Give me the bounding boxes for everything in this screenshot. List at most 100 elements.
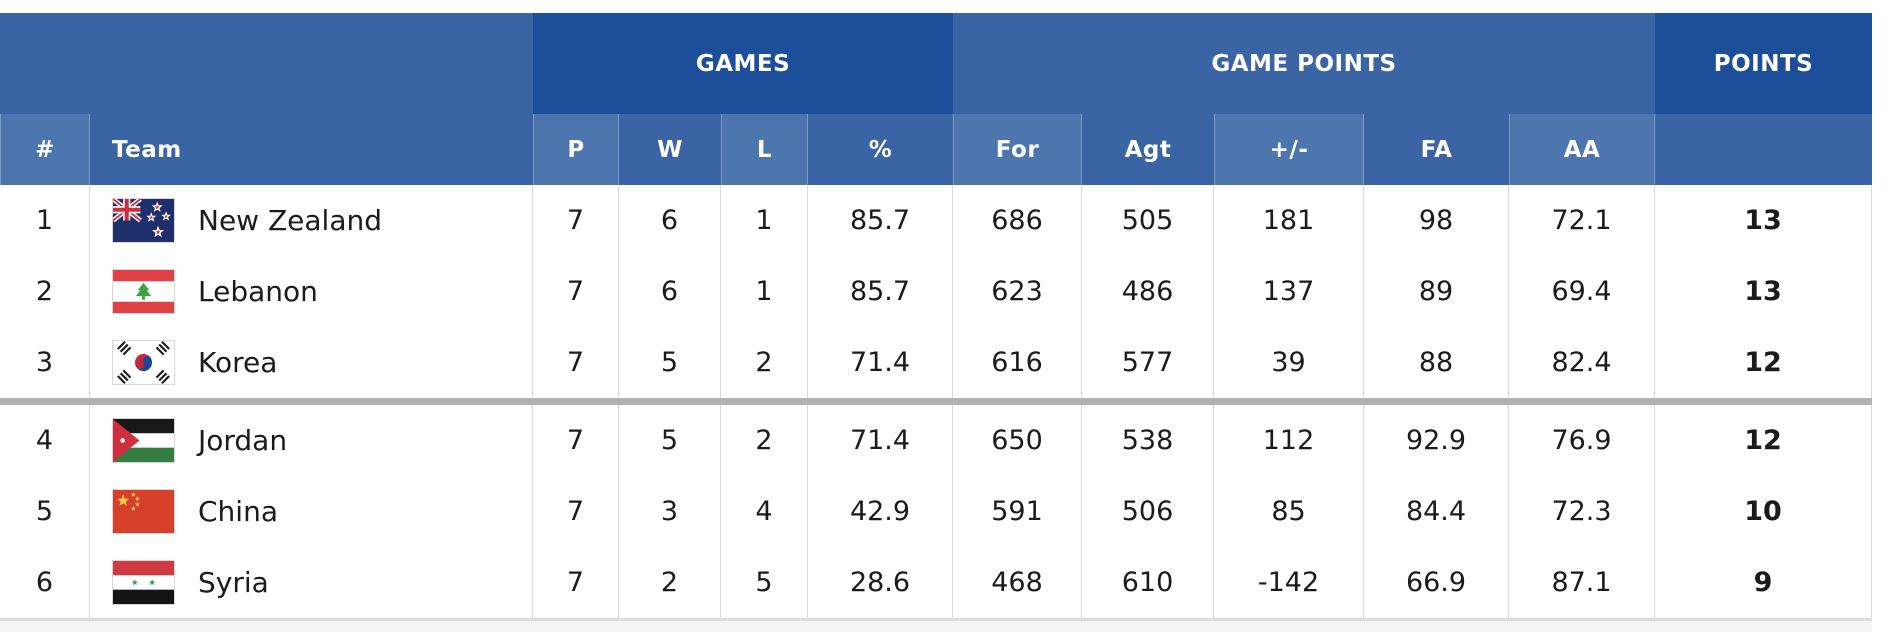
team-name: Syria <box>198 566 269 599</box>
syria-flag-icon <box>112 560 175 605</box>
column-header-points-spacer <box>1655 114 1872 185</box>
cell-lost: 1 <box>721 185 808 256</box>
team-name: Korea <box>198 346 278 379</box>
column-header-fa: FA <box>1364 114 1509 185</box>
cell-for: 591 <box>953 476 1082 547</box>
cell-points: 10 <box>1655 476 1872 547</box>
cell-team[interactable]: New Zealand <box>90 185 533 256</box>
cell-agt: 577 <box>1082 327 1214 398</box>
new-zealand-flag-icon <box>112 198 175 243</box>
cell-diff: -142 <box>1214 547 1364 618</box>
cell-for: 650 <box>953 405 1082 476</box>
table-row: 3 Korea 7 5 2 <box>0 327 1872 398</box>
cell-diff: 112 <box>1214 405 1364 476</box>
team-name: China <box>198 495 278 528</box>
cell-pct: 85.7 <box>808 185 953 256</box>
cell-points: 13 <box>1655 256 1872 327</box>
cell-rank: 6 <box>0 547 90 618</box>
group-header-game-points: GAME POINTS <box>953 13 1655 114</box>
table-row: 4 Jordan 7 5 2 71.4 650 538 112 92.9 76.… <box>0 405 1872 476</box>
cell-won: 2 <box>619 547 721 618</box>
cell-pct: 71.4 <box>808 327 953 398</box>
team-name: Jordan <box>198 424 288 457</box>
table-row: 5 China 7 3 4 42.9 591 506 85 84.4 72.3 <box>0 476 1872 547</box>
cell-won: 6 <box>619 256 721 327</box>
cell-for: 686 <box>953 185 1082 256</box>
qualification-divider <box>0 398 1872 405</box>
cell-team[interactable]: Jordan <box>90 405 533 476</box>
cell-pct: 71.4 <box>808 405 953 476</box>
cell-won: 6 <box>619 185 721 256</box>
column-header-pct: % <box>808 114 953 185</box>
cell-team[interactable]: Syria <box>90 547 533 618</box>
cell-for: 623 <box>953 256 1082 327</box>
cell-rank: 4 <box>0 405 90 476</box>
column-header-rank: # <box>0 114 90 185</box>
jordan-flag-icon <box>112 418 175 463</box>
column-header-lost: L <box>721 114 808 185</box>
column-header-agt: Agt <box>1082 114 1214 185</box>
cell-rank: 5 <box>0 476 90 547</box>
group-header-spacer <box>0 13 533 114</box>
cell-played: 7 <box>533 405 619 476</box>
cell-for: 616 <box>953 327 1082 398</box>
cell-team[interactable]: Lebanon <box>90 256 533 327</box>
column-header-aa: AA <box>1509 114 1655 185</box>
cell-won: 3 <box>619 476 721 547</box>
cell-fa: 88 <box>1364 327 1509 398</box>
cell-agt: 505 <box>1082 185 1214 256</box>
table-row: 1 New Zealand 7 6 <box>0 185 1872 256</box>
cell-aa: 82.4 <box>1509 327 1655 398</box>
cell-played: 7 <box>533 327 619 398</box>
cell-rank: 1 <box>0 185 90 256</box>
cell-points: 13 <box>1655 185 1872 256</box>
cell-points: 9 <box>1655 547 1872 618</box>
cell-fa: 92.9 <box>1364 405 1509 476</box>
cell-lost: 5 <box>721 547 808 618</box>
cell-agt: 486 <box>1082 256 1214 327</box>
cell-lost: 2 <box>721 405 808 476</box>
cell-team[interactable]: Korea <box>90 327 533 398</box>
cell-points: 12 <box>1655 405 1872 476</box>
cell-played: 7 <box>533 547 619 618</box>
cell-lost: 2 <box>721 327 808 398</box>
group-header-points: POINTS <box>1655 13 1872 114</box>
cell-diff: 137 <box>1214 256 1364 327</box>
cell-fa: 89 <box>1364 256 1509 327</box>
cell-rank: 2 <box>0 256 90 327</box>
cell-diff: 85 <box>1214 476 1364 547</box>
column-header-played: P <box>533 114 619 185</box>
cell-pct: 28.6 <box>808 547 953 618</box>
column-header-row: # Team P W L % For Agt +/- FA AA <box>0 114 1872 185</box>
column-header-diff: +/- <box>1214 114 1364 185</box>
column-header-for: For <box>953 114 1082 185</box>
group-header-games: GAMES <box>533 13 953 114</box>
cell-won: 5 <box>619 327 721 398</box>
korea-flag-icon <box>112 340 175 385</box>
cell-points: 12 <box>1655 327 1872 398</box>
cell-lost: 4 <box>721 476 808 547</box>
cell-aa: 87.1 <box>1509 547 1655 618</box>
table-bottom-strip <box>0 618 1872 632</box>
cell-agt: 506 <box>1082 476 1214 547</box>
cell-aa: 72.1 <box>1509 185 1655 256</box>
column-header-team: Team <box>90 114 533 185</box>
standings-table: GAMES GAME POINTS POINTS # Team P W L % … <box>0 13 1872 632</box>
column-header-won: W <box>619 114 721 185</box>
cell-aa: 76.9 <box>1509 405 1655 476</box>
cell-played: 7 <box>533 476 619 547</box>
cell-aa: 72.3 <box>1509 476 1655 547</box>
cell-agt: 538 <box>1082 405 1214 476</box>
lebanon-flag-icon <box>112 269 175 314</box>
cell-fa: 98 <box>1364 185 1509 256</box>
cell-pct: 85.7 <box>808 256 953 327</box>
cell-diff: 181 <box>1214 185 1364 256</box>
table-row: 2 Lebanon 7 6 1 85.7 623 486 137 89 69.4… <box>0 256 1872 327</box>
cell-won: 5 <box>619 405 721 476</box>
cell-pct: 42.9 <box>808 476 953 547</box>
cell-team[interactable]: China <box>90 476 533 547</box>
cell-diff: 39 <box>1214 327 1364 398</box>
cell-lost: 1 <box>721 256 808 327</box>
table-row: 6 Syria 7 2 5 28.6 468 610 -142 66.9 87.… <box>0 547 1872 618</box>
